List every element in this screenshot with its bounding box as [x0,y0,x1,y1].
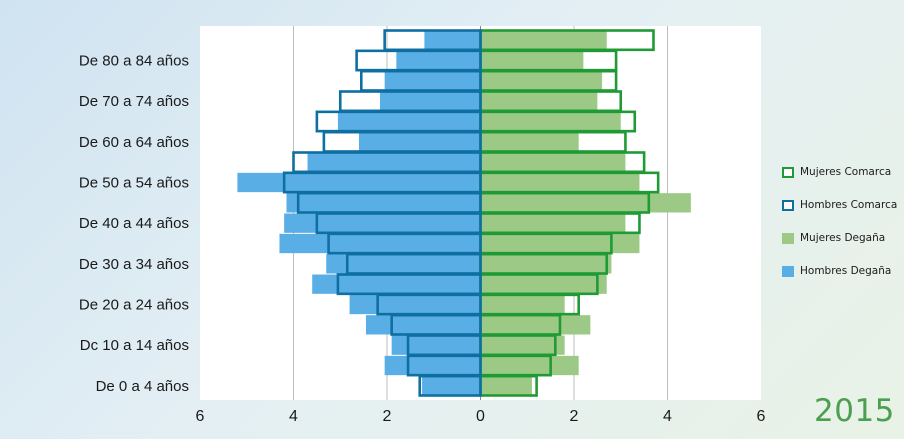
y-axis-labels: De 0 a 4 años Dc 10 a 14 años De 20 a 24 a… [79,53,189,395]
x-tick-label: 4 [663,408,672,425]
legend-item-mujeres-degana: Mujeres Degaña [782,230,897,246]
bar-mujeres-degana [480,193,691,213]
bar-hombres-degana [237,172,481,193]
y-tick-label: De 80 a 84 años [79,53,189,70]
y-tick-label: De 20 a 24 años [79,297,189,314]
legend-item-hombres-comarca: Hombres Comarca [782,197,897,213]
legend-swatch-mujeres-degana [782,232,794,244]
bar-mujeres-degana [480,294,565,315]
bar-mujeres-degana [480,91,598,111]
bar-mujeres-degana [480,132,579,152]
bar-hombres-degana [326,254,481,274]
bar-mujeres-degana [480,30,607,50]
bar-hombres-degana [384,71,481,91]
bar-mujeres-degana [480,254,612,274]
bar-mujeres-degana [480,233,640,254]
legend-swatch-hombres-degana [782,265,794,277]
legend-swatch-hombres-comarca [782,199,794,211]
bar-hombres-degana [384,355,481,376]
bar-hombres-degana [358,132,481,152]
y-tick-label: De 30 a 34 años [79,256,189,273]
bar-mujeres-degana [480,376,532,396]
bar-mujeres-degana [480,315,591,335]
bar-hombres-degana [422,376,481,396]
bar-hombres-degana [365,315,481,335]
x-axis-ticks: 6 4 2 0 2 4 6 [196,408,766,425]
x-tick-label: 2 [383,408,392,425]
y-tick-label: De 60 a 64 años [79,134,189,151]
y-tick-label: De 50 a 54 años [79,175,189,192]
legend-label: Mujeres Comarca [800,166,892,178]
legend-label: Hombres Comarca [800,199,898,211]
legend-label: Mujeres Degaña [800,232,886,244]
bar-mujeres-degana [480,71,603,91]
bar-hombres-degana [307,152,481,172]
bar-mujeres-degana [480,111,621,132]
y-tick-label: De 0 a 4 años [96,378,189,395]
x-tick-label: 2 [570,408,579,425]
bar-mujeres-degana [480,152,626,172]
bar-hombres-degana [337,111,481,132]
bar-mujeres-degana [480,50,584,71]
legend: Mujeres Comarca Hombres Comarca Mujeres … [782,164,897,296]
x-tick-label: 0 [476,408,485,425]
bar-mujeres-degana [480,213,626,233]
x-tick-label: 4 [289,408,298,425]
y-tick-label: De 40 a 44 años [79,215,189,232]
y-tick-label: Dc 10 a 14 años [80,337,189,354]
x-tick-label: 6 [757,408,766,425]
bar-hombres-degana [286,193,481,213]
y-tick-label: De 70 a 74 años [79,93,189,110]
bar-hombres-degana [349,294,481,315]
legend-swatch-mujeres-comarca [782,166,794,178]
year-label: 2015 [814,393,895,429]
bar-mujeres-degana [480,172,640,193]
bar-hombres-degana [284,213,481,233]
bar-mujeres-degana [480,335,565,355]
legend-item-mujeres-comarca: Mujeres Comarca [782,164,897,180]
bar-mujeres-degana [480,274,607,294]
bar-mujeres-degana [480,355,579,376]
bar-hombres-degana [396,50,481,71]
bar-hombres-degana [279,233,481,254]
bar-hombres-degana [424,30,481,50]
bar-hombres-degana [312,274,481,294]
bar-hombres-degana [391,335,481,355]
bar-hombres-comarca [383,29,482,52]
bar-hombres-degana [379,91,481,111]
x-tick-label: 6 [196,408,205,425]
bars [237,29,691,397]
legend-item-hombres-degana: Hombres Degaña [782,263,897,279]
legend-label: Hombres Degaña [800,265,892,277]
